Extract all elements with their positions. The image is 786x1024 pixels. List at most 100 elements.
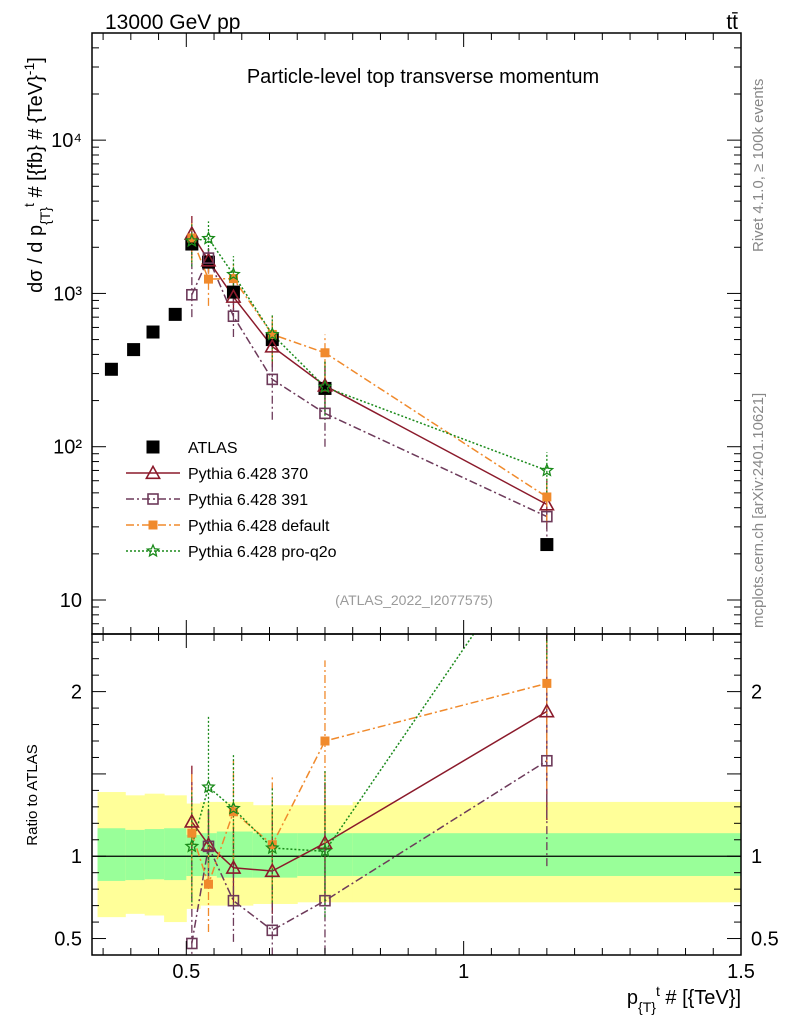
ratio-ylabel: Ratio to ATLAS [24,744,41,845]
main-line-pythia-6-428-370 [191,233,548,506]
ratio-y-tick-label: 2 [71,682,82,704]
main-y-tick-label: 10⁴ [51,130,82,152]
ratio-point-pythia-6-428-370 [225,859,242,874]
process-label: tt̄ [726,11,738,34]
x-tick-label: 1.5 [727,961,755,983]
legend-marker [146,440,160,454]
watermark: (ATLAS_2022_I2077575) [335,592,493,608]
main-markers-layer [104,225,555,552]
main-point-pythia-6-428-pro-q2o [201,230,216,245]
legend-marker [145,464,161,480]
main-point-pythia-6-428-pro-q2o [264,326,280,341]
main-plot-panel: Particle-level top transverse momentum (… [21,32,742,635]
main-point-pythia-6-428-391 [202,252,215,264]
main-line-pythia-6-428-default [191,237,548,498]
ratio-point-pythia-6-428-pro-q2o [264,840,280,855]
ratio-band-inner [216,831,254,878]
main-point-pythia-6-428-391 [541,510,553,523]
ratio-band-inner [125,829,146,881]
legend-entry-pythia-6-428-370: Pythia 6.428 370 [126,464,308,483]
main-y-tick-label: 10² [53,437,82,459]
ratio-band-inner [144,829,165,880]
legend-entry-atlas: ATLAS [146,440,238,457]
legend-label: Pythia 6.428 391 [188,492,308,509]
ratio-line-pythia-6-428-391 [191,760,548,944]
main-point-atlas [146,325,160,339]
main-point-atlas [540,538,554,552]
legend-label: Pythia 6.428 pro-q2o [188,544,337,561]
ratio-point-pythia-6-428-370 [538,703,555,718]
main-point-pythia-6-428-default [320,348,330,358]
source-label: mcplots.cern.ch [arXiv:2401.10621] [750,393,767,628]
ratio-point-pythia-6-428-391 [266,924,279,937]
ratio-point-pythia-6-428-default [203,879,213,889]
main-point-pythia-6-428-370 [264,338,281,353]
main-point-pythia-6-428-391 [227,310,240,323]
legend-label: Pythia 6.428 370 [188,466,308,483]
ratio-point-pythia-6-428-391 [541,754,553,767]
main-point-pythia-6-428-391 [266,373,279,386]
ratio-bands-layer [97,792,741,923]
ratio-point-pythia-6-428-370 [317,834,333,850]
main-title: Particle-level top transverse momentum [247,66,599,88]
ratio-point-pythia-6-428-391 [202,840,215,853]
ratio-point-pythia-6-428-pro-q2o [184,838,200,853]
main-point-pythia-6-428-370 [225,288,242,303]
ratio-y-tick-label: 1 [71,846,82,868]
ratio-point-pythia-6-428-391 [319,894,331,907]
ratio-point-pythia-6-428-391 [186,937,198,950]
ratio-point-pythia-6-428-default [187,828,197,838]
ratio-point-pythia-6-428-pro-q2o [226,800,241,815]
ratio-point-pythia-6-428-391 [227,894,240,907]
main-point-pythia-6-428-pro-q2o [184,233,200,248]
legend-entry-pythia-6-428-391: Pythia 6.428 391 [126,492,308,509]
legend-entry-pythia-6-428-default: Pythia 6.428 default [126,518,330,535]
legend-entry-pythia-6-428-pro-q2o: Pythia 6.428 pro-q2o [126,543,337,561]
main-point-atlas [104,362,118,376]
main-ticks-layer: 10 10² 10³ 10⁴ [51,32,742,635]
main-point-pythia-6-428-370 [200,252,217,267]
ratio-line-pythia-6-428-default [191,682,548,887]
x-axis-label: p{T}t # [{TeV}] [627,983,741,1015]
main-line-pythia-6-428-pro-q2o [191,237,548,472]
ratio-point-pythia-6-428-default [320,736,330,746]
ratio-y-tick-label-right: 0.5 [751,929,779,951]
x-tick-label: 1 [458,961,469,983]
ratio-point-pythia-6-428-370 [200,836,217,851]
main-point-pythia-6-428-370 [538,496,555,511]
legend-label: Pythia 6.428 default [188,518,330,535]
main-point-pythia-6-428-pro-q2o [317,379,333,394]
ratio-point-pythia-6-428-pro-q2o [317,843,333,858]
energy-label: 13000 GeV pp [105,11,240,34]
ratio-band-inner [164,828,187,881]
legend: ATLAS Pythia 6.428 370 Pythia 6.428 391 Pyt… [126,440,337,561]
main-point-atlas [127,343,141,357]
ratio-y-tick-label-right: 2 [751,682,762,704]
main-point-pythia-6-428-default [203,274,213,284]
ratio-point-pythia-6-428-370 [183,813,200,828]
ratio-line-pythia-6-428-pro-q2o [191,634,475,853]
main-point-pythia-6-428-pro-q2o [226,266,241,281]
main-point-pythia-6-428-default [542,492,552,502]
ratio-y-tick-label-right: 1 [751,846,762,868]
main-point-pythia-6-428-pro-q2o [539,462,555,477]
legend-marker [147,493,159,505]
main-y-tick-label: 10 [60,590,82,612]
ratio-markers-layer [183,678,555,950]
ratio-y-tick-label: 0.5 [54,929,82,951]
ratio-point-pythia-6-428-pro-q2o [201,779,216,794]
main-ylabel: dσ / d p{T}t # [{fb} # {TeV}-1] [21,57,53,293]
ratio-frame [91,633,742,956]
ratio-point-pythia-6-428-default [542,678,552,688]
ratio-plot-panel: 0.5 0.5 1 1 2 2 0.5 1 1.5 Ratio to ATLAS p{T}t #… [24,633,779,1015]
rivet-label: Rivet 4.1.0, ≥ 100k events [750,79,767,252]
x-tick-label: 0.5 [172,961,200,983]
legend-marker [145,543,161,558]
main-y-tick-label: 10³ [53,283,82,305]
ratio-band-inner [97,828,126,881]
main-point-pythia-6-428-391 [319,407,331,420]
legend-label: ATLAS [188,440,238,457]
ratio-point-pythia-6-428-370 [264,862,281,878]
main-point-pythia-6-428-391 [186,288,198,301]
